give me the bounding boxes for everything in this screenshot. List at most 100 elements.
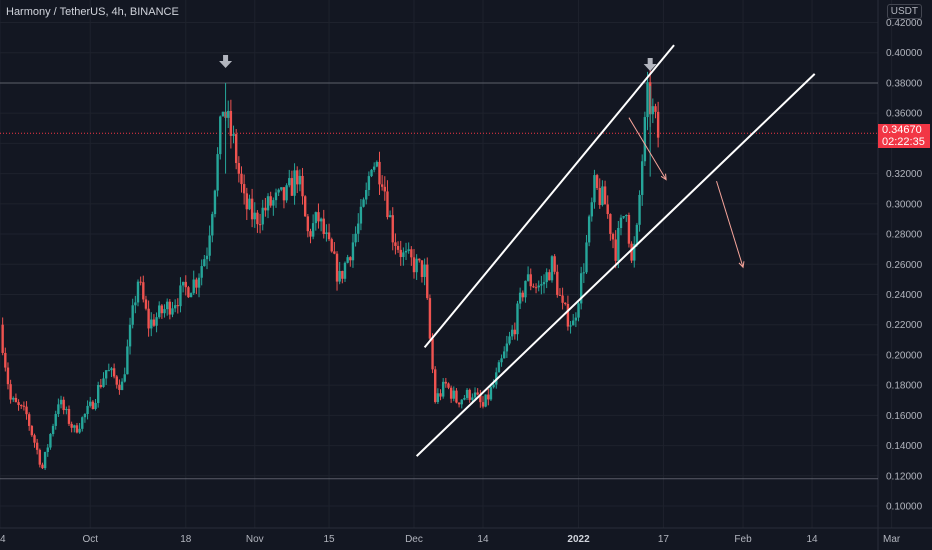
candle-body <box>380 184 384 187</box>
candle-body <box>216 154 219 191</box>
candle-body <box>242 184 246 194</box>
candle-body <box>104 370 108 379</box>
candle-body <box>165 301 169 310</box>
candle-body <box>587 216 591 243</box>
candle-body <box>569 325 572 327</box>
time-tick-label: Oct <box>82 534 98 545</box>
candle-body <box>404 250 408 253</box>
candle-body <box>35 442 39 450</box>
candle-body <box>73 425 76 428</box>
candle-body <box>110 368 113 371</box>
channel-upper-line <box>423 44 675 348</box>
projection-arrow-head <box>660 173 667 181</box>
candle-body <box>14 397 18 403</box>
candle-body <box>248 198 251 210</box>
candle-body <box>643 117 647 162</box>
candle-body <box>277 189 280 193</box>
candle-body <box>131 305 134 325</box>
price-tick-label: 0.16000 <box>886 411 923 422</box>
price-tick-label: 0.10000 <box>886 502 923 513</box>
candle-body <box>152 319 156 326</box>
candle-body <box>516 303 519 335</box>
candle-body <box>415 258 418 273</box>
candle-body <box>383 186 386 192</box>
candle-body <box>341 270 344 279</box>
candle-body <box>327 232 331 240</box>
candle-body <box>176 305 180 307</box>
candle-body <box>75 425 79 433</box>
candle-body <box>57 404 60 415</box>
candle-body <box>622 216 625 218</box>
candle-body <box>423 264 426 277</box>
candle-body <box>142 282 145 300</box>
candle-body <box>484 394 487 407</box>
candle-body <box>492 384 495 388</box>
candle-body <box>598 187 601 205</box>
candle-body <box>497 362 501 373</box>
candle-body <box>256 212 259 225</box>
currency-badge[interactable]: USDT <box>886 4 922 19</box>
candle-body <box>184 281 187 288</box>
candle-body <box>211 214 214 236</box>
candle-body <box>611 233 615 240</box>
projection-arrow <box>716 181 744 268</box>
candle-body <box>298 175 302 185</box>
candle-body <box>526 274 530 281</box>
candle-body <box>123 374 126 382</box>
candle-body <box>187 287 190 298</box>
candle-body <box>158 305 161 318</box>
price-tick-label: 0.26000 <box>886 260 923 271</box>
candle-body <box>410 249 413 258</box>
candle-body <box>33 435 36 443</box>
candle-body <box>253 212 256 220</box>
candle-body <box>452 390 455 399</box>
candle-body <box>322 218 325 235</box>
candle-body <box>542 282 546 285</box>
candle-body <box>203 259 206 267</box>
candle-body <box>603 186 607 205</box>
candle-body <box>96 385 100 404</box>
candle-body <box>205 255 209 260</box>
price-tick-label: 0.38000 <box>886 78 923 89</box>
candle-body <box>155 317 158 326</box>
time-tick-label: Feb <box>734 534 752 545</box>
candle-body <box>582 272 586 274</box>
candle-body <box>513 329 517 335</box>
candle-body <box>386 191 389 218</box>
time-tick-label: 15 <box>324 534 336 545</box>
price-tick-label: 0.40000 <box>886 48 923 59</box>
candle-body <box>171 308 174 315</box>
candle-body <box>128 324 132 347</box>
candle-body <box>126 346 129 375</box>
candle-body <box>646 82 649 118</box>
candle-body <box>540 284 543 286</box>
candle-body <box>457 402 461 405</box>
candle-body <box>285 185 288 201</box>
time-tick-label: 14 <box>477 534 489 545</box>
candle-body <box>590 202 593 217</box>
candle-body <box>436 393 440 403</box>
price-tick-label: 0.20000 <box>886 350 923 361</box>
time-tick-label: 18 <box>180 534 192 545</box>
candle-body <box>189 293 193 298</box>
candle-body <box>179 285 182 307</box>
candle-body <box>362 199 365 207</box>
candle-body <box>564 302 567 304</box>
candle-body <box>234 134 238 164</box>
candle-body <box>38 449 42 465</box>
candle-body <box>213 190 217 215</box>
candle-body <box>46 447 49 452</box>
candle-body <box>94 403 97 410</box>
candle-body <box>428 298 432 339</box>
candle-body <box>333 251 336 254</box>
candle-body <box>317 212 320 222</box>
candle-body <box>365 189 368 200</box>
candle-body <box>617 227 620 261</box>
candle-body <box>545 272 548 283</box>
candle-body <box>62 399 65 411</box>
candle-body <box>261 207 264 225</box>
candle-body <box>460 399 463 405</box>
candle-body <box>91 401 95 410</box>
